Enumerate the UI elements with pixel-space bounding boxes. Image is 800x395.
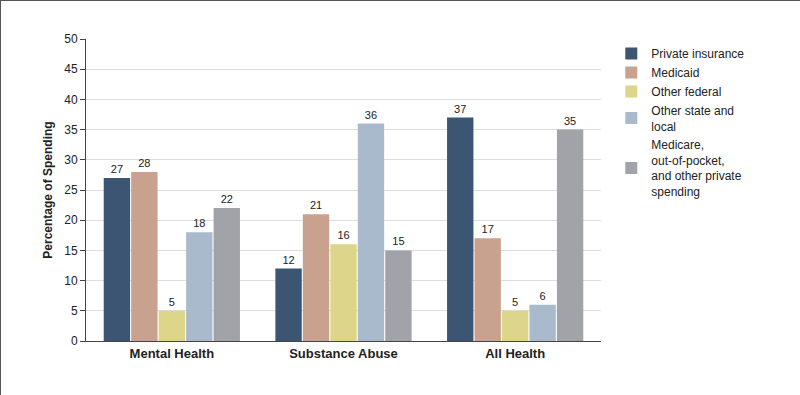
svg-text:Mental Health: Mental Health <box>130 346 215 361</box>
svg-text:22: 22 <box>221 193 233 205</box>
svg-text:20: 20 <box>64 213 78 227</box>
svg-text:36: 36 <box>365 109 377 121</box>
svg-text:12: 12 <box>282 254 294 266</box>
svg-text:40: 40 <box>64 93 78 107</box>
svg-text:Other state andlocal: Other state andlocal <box>651 104 734 134</box>
svg-text:5: 5 <box>169 296 175 308</box>
svg-text:10: 10 <box>64 274 78 288</box>
svg-text:0: 0 <box>71 334 78 348</box>
svg-text:21: 21 <box>310 199 322 211</box>
svg-text:Medicare,out-of-pocket,and oth: Medicare,out-of-pocket,and other private… <box>651 138 741 199</box>
svg-text:50: 50 <box>64 32 78 46</box>
svg-text:Percentage of Spending: Percentage of Spending <box>41 121 55 258</box>
svg-text:35: 35 <box>64 123 78 137</box>
svg-text:5: 5 <box>71 304 78 318</box>
svg-text:Substance Abuse: Substance Abuse <box>289 346 398 361</box>
svg-text:18: 18 <box>193 217 205 229</box>
svg-text:25: 25 <box>64 183 78 197</box>
svg-text:45: 45 <box>64 62 78 76</box>
svg-text:17: 17 <box>482 223 494 235</box>
svg-text:5: 5 <box>512 296 518 308</box>
svg-text:28: 28 <box>138 157 150 169</box>
svg-text:Medicaid: Medicaid <box>651 66 699 80</box>
svg-text:All Health: All Health <box>485 346 545 361</box>
svg-text:16: 16 <box>337 229 349 241</box>
svg-text:27: 27 <box>111 163 123 175</box>
svg-text:30: 30 <box>64 153 78 167</box>
svg-text:Other federal: Other federal <box>651 85 721 99</box>
svg-text:37: 37 <box>454 103 466 115</box>
svg-text:15: 15 <box>64 244 78 258</box>
svg-text:Private insurance: Private insurance <box>651 47 744 61</box>
svg-text:15: 15 <box>392 235 404 247</box>
svg-text:6: 6 <box>540 290 546 302</box>
svg-text:35: 35 <box>564 115 576 127</box>
